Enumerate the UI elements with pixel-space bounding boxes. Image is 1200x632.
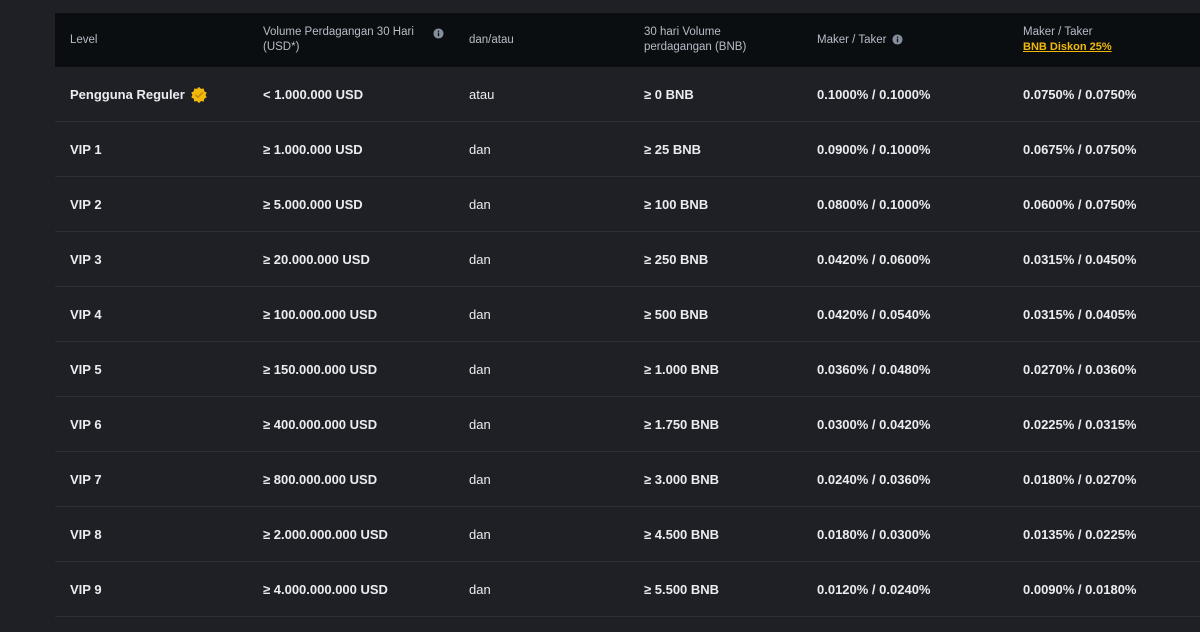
connector-cell: dan: [469, 252, 491, 267]
table-row: VIP 4 ≥ 100.000.000 USD dan ≥ 500 BNB 0.…: [55, 287, 1200, 342]
level-cell: VIP 7: [70, 472, 102, 487]
header-maker-taker-bnb: Maker / Taker BNB Diskon 25%: [1023, 13, 1112, 67]
maker-taker-bnb-cell: 0.0270% / 0.0360%: [1023, 362, 1137, 377]
level-cell: VIP 4: [70, 307, 102, 322]
volume-usd-cell: ≥ 4.000.000.000 USD: [263, 582, 388, 597]
maker-taker-cell: 0.0420% / 0.0600%: [817, 252, 931, 267]
level-cell: VIP 8: [70, 527, 102, 542]
header-volume-usd: Volume Perdagangan 30 Hari (USD*): [263, 13, 444, 67]
volume-usd-cell: ≥ 800.000.000 USD: [263, 472, 378, 487]
maker-taker-cell: 0.0180% / 0.0300%: [817, 527, 931, 542]
header-volume-usd-label: Volume Perdagangan 30 Hari: [263, 26, 414, 38]
volume-usd-cell: ≥ 400.000.000 USD: [263, 417, 378, 432]
volume-bnb-cell: ≥ 250 BNB: [644, 252, 709, 267]
connector-cell: dan: [469, 142, 491, 157]
maker-taker-cell: 0.0420% / 0.0540%: [817, 307, 931, 322]
table-row: Pengguna Reguler < 1.000.000 USD atau ≥ …: [55, 67, 1200, 122]
level-cell: VIP 6: [70, 417, 102, 432]
connector-cell: atau: [469, 87, 495, 102]
volume-bnb-cell: ≥ 1.750 BNB: [644, 417, 720, 432]
table-row: VIP 7 ≥ 800.000.000 USD dan ≥ 3.000 BNB …: [55, 452, 1200, 507]
info-icon[interactable]: [886, 33, 903, 48]
verified-badge-icon: [191, 86, 207, 103]
maker-taker-cell: 0.0120% / 0.0240%: [817, 582, 931, 597]
header-maker-taker: Maker / Taker: [817, 13, 903, 67]
table-header: Level Volume Perdagangan 30 Hari (USD*) …: [55, 13, 1200, 67]
fee-tier-table: Level Volume Perdagangan 30 Hari (USD*) …: [55, 13, 1200, 632]
volume-usd-cell: ≥ 100.000.000 USD: [263, 307, 378, 322]
maker-taker-bnb-cell: 0.0315% / 0.0405%: [1023, 307, 1137, 322]
volume-bnb-cell: ≥ 25 BNB: [644, 142, 701, 157]
table-row: VIP 5 ≥ 150.000.000 USD dan ≥ 1.000 BNB …: [55, 342, 1200, 397]
header-maker-taker-bnb-label: Maker / Taker: [1023, 26, 1093, 38]
maker-taker-bnb-cell: 0.0315% / 0.0450%: [1023, 252, 1137, 267]
table-row: VIP 9 ≥ 4.000.000.000 USD dan ≥ 5.500 BN…: [55, 562, 1200, 617]
maker-taker-bnb-cell: 0.0180% / 0.0270%: [1023, 472, 1137, 487]
header-level: Level: [70, 33, 98, 46]
header-connector: dan/atau: [469, 33, 514, 46]
header-volume-bnb: 30 hari Volume perdagangan (BNB): [644, 13, 746, 67]
table-row: VIP 8 ≥ 2.000.000.000 USD dan ≥ 4.500 BN…: [55, 507, 1200, 562]
connector-cell: dan: [469, 362, 491, 377]
volume-usd-cell: ≥ 5.000.000 USD: [263, 197, 363, 212]
maker-taker-bnb-cell: 0.0135% / 0.0225%: [1023, 527, 1137, 542]
table-body: Pengguna Reguler < 1.000.000 USD atau ≥ …: [55, 67, 1200, 617]
maker-taker-bnb-cell: 0.0090% / 0.0180%: [1023, 582, 1137, 597]
volume-usd-cell: ≥ 2.000.000.000 USD: [263, 527, 388, 542]
header-volume-bnb-line2: perdagangan (BNB): [644, 41, 747, 53]
volume-usd-cell: ≥ 1.000.000 USD: [263, 142, 363, 157]
volume-bnb-cell: ≥ 1.000 BNB: [644, 362, 720, 377]
volume-bnb-cell: ≥ 4.500 BNB: [644, 527, 720, 542]
bnb-discount-link[interactable]: BNB Diskon 25%: [1023, 41, 1112, 53]
level-cell: VIP 1: [70, 142, 102, 157]
connector-cell: dan: [469, 582, 491, 597]
maker-taker-cell: 0.0240% / 0.0360%: [817, 472, 931, 487]
connector-cell: dan: [469, 417, 491, 432]
maker-taker-cell: 0.0360% / 0.0480%: [817, 362, 931, 377]
volume-bnb-cell: ≥ 500 BNB: [644, 307, 709, 322]
header-volume-bnb-line1: 30 hari Volume: [644, 26, 721, 38]
volume-bnb-cell: ≥ 5.500 BNB: [644, 582, 720, 597]
maker-taker-cell: 0.0900% / 0.1000%: [817, 142, 931, 157]
table-row: VIP 6 ≥ 400.000.000 USD dan ≥ 1.750 BNB …: [55, 397, 1200, 452]
volume-bnb-cell: ≥ 0 BNB: [644, 87, 694, 102]
connector-cell: dan: [469, 472, 491, 487]
volume-usd-cell: < 1.000.000 USD: [263, 87, 364, 102]
level-cell: VIP 9: [70, 582, 102, 597]
maker-taker-cell: 0.1000% / 0.1000%: [817, 87, 931, 102]
table-row: VIP 3 ≥ 20.000.000 USD dan ≥ 250 BNB 0.0…: [55, 232, 1200, 287]
connector-cell: dan: [469, 197, 491, 212]
connector-cell: dan: [469, 307, 491, 322]
volume-usd-cell: ≥ 150.000.000 USD: [263, 362, 378, 377]
maker-taker-cell: 0.0800% / 0.1000%: [817, 197, 931, 212]
maker-taker-bnb-cell: 0.0750% / 0.0750%: [1023, 87, 1137, 102]
level-cell: VIP 2: [70, 197, 102, 212]
volume-bnb-cell: ≥ 100 BNB: [644, 197, 709, 212]
table-row: VIP 1 ≥ 1.000.000 USD dan ≥ 25 BNB 0.090…: [55, 122, 1200, 177]
volume-bnb-cell: ≥ 3.000 BNB: [644, 472, 720, 487]
level-cell: Pengguna Reguler: [70, 87, 185, 102]
maker-taker-bnb-cell: 0.0675% / 0.0750%: [1023, 142, 1137, 157]
level-cell: VIP 3: [70, 252, 102, 267]
info-icon[interactable]: [427, 27, 444, 42]
maker-taker-bnb-cell: 0.0600% / 0.0750%: [1023, 197, 1137, 212]
connector-cell: dan: [469, 527, 491, 542]
table-row: VIP 2 ≥ 5.000.000 USD dan ≥ 100 BNB 0.08…: [55, 177, 1200, 232]
maker-taker-bnb-cell: 0.0225% / 0.0315%: [1023, 417, 1137, 432]
maker-taker-cell: 0.0300% / 0.0420%: [817, 417, 931, 432]
volume-usd-cell: ≥ 20.000.000 USD: [263, 252, 370, 267]
header-volume-usd-unit: (USD*): [263, 41, 300, 53]
level-cell: VIP 5: [70, 362, 102, 377]
